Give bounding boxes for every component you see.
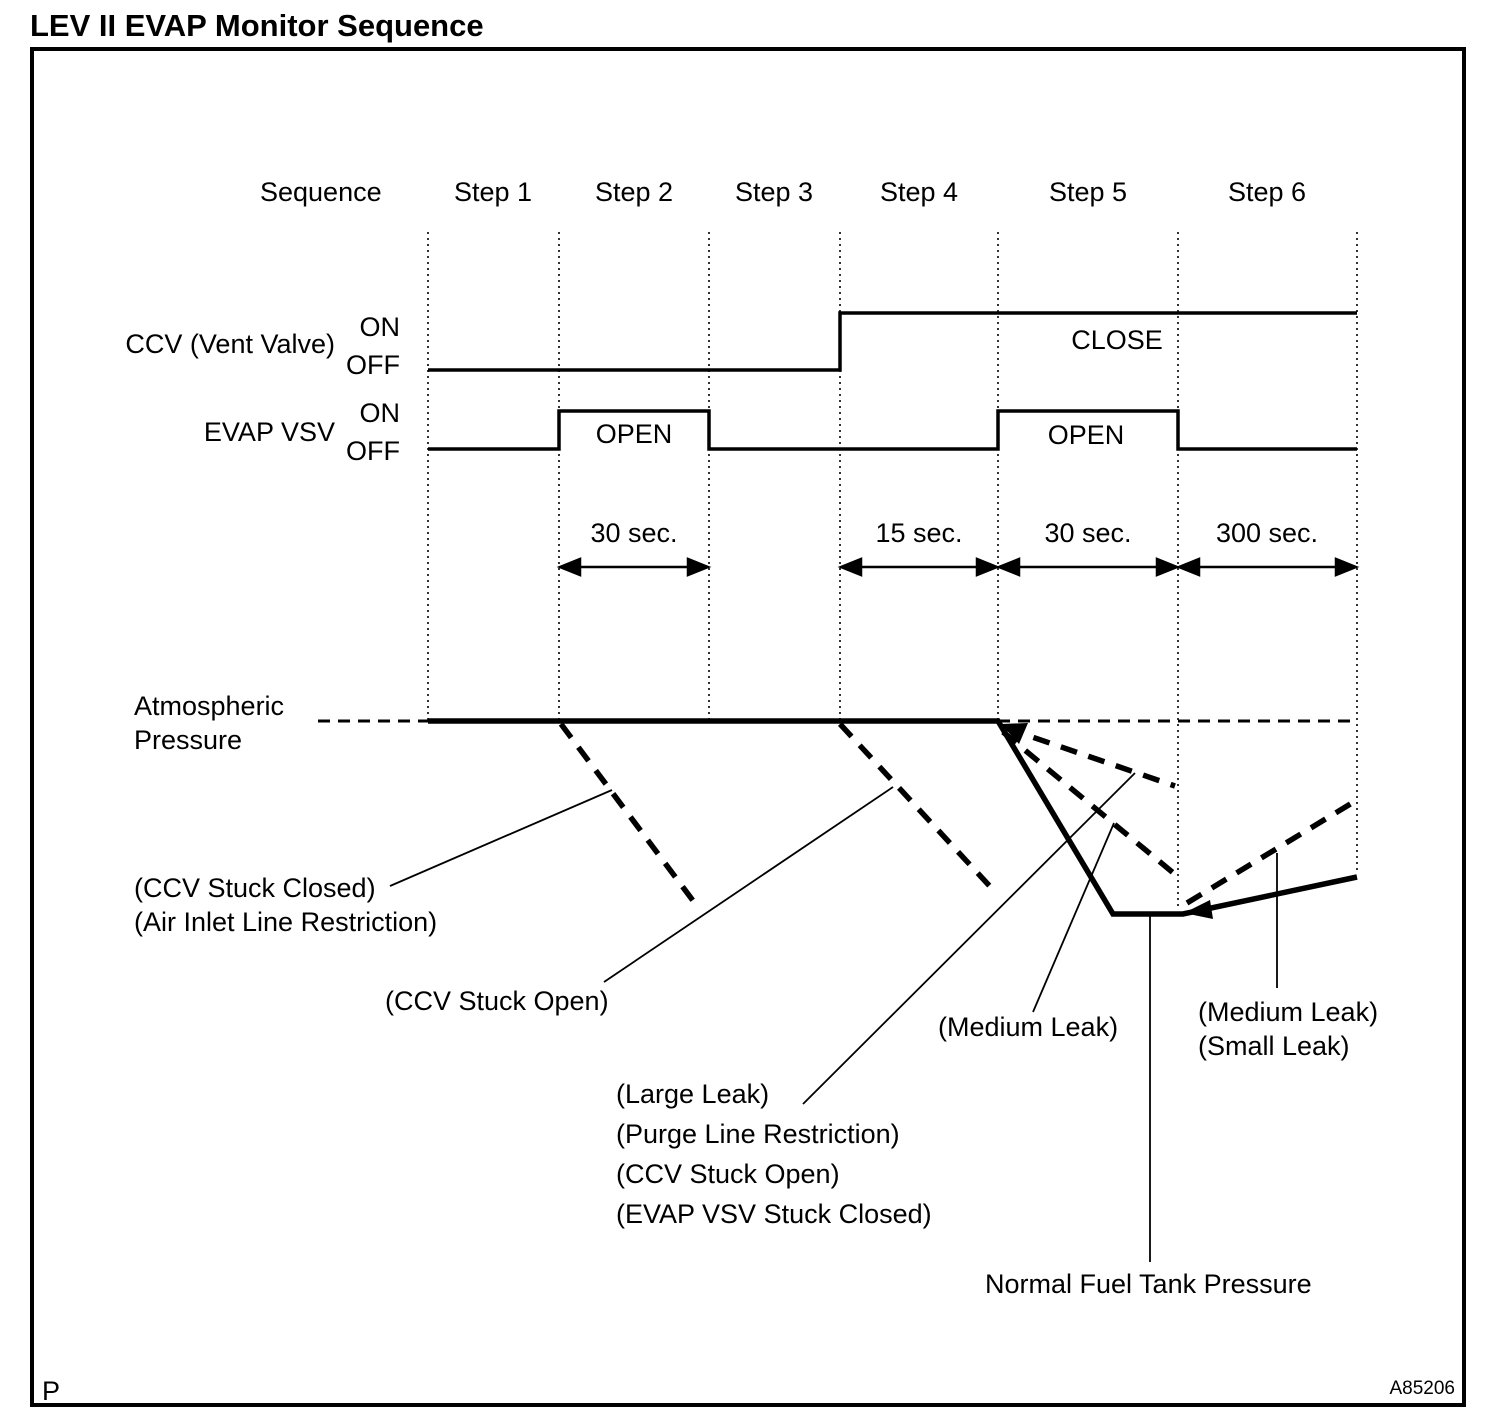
diagram-frame [30, 47, 1466, 1407]
leader-large-leak [802, 772, 1136, 1105]
page-marker: P [42, 1376, 61, 1406]
recovery-arrowhead [1184, 900, 1213, 919]
ccv-stuck-open-trace [837, 722, 1000, 896]
evap-vsv-signal-name: EVAP VSV [203, 417, 335, 447]
ccv-waveform [428, 311, 1357, 372]
callout-medium-leak: (Medium Leak) [938, 1012, 1119, 1042]
fan-origin-arrowhead [1001, 723, 1028, 744]
leader-ccv-stuck-open [603, 786, 894, 983]
sequence-header: Sequence [260, 177, 382, 207]
medium-leak-trace [1001, 729, 1179, 879]
step-header-5: Step 5 [1048, 177, 1128, 207]
evap-open-annotation-1: OPEN [595, 419, 673, 449]
evap-vsv-on-label: ON [359, 398, 401, 428]
evap-vsv-off-label: OFF [346, 436, 400, 466]
step-header-6: Step 6 [1227, 177, 1307, 207]
step-grid [427, 232, 1358, 906]
fault-traces [558, 722, 1354, 908]
normal-pressure-trace [428, 718, 1358, 917]
figure-title: LEV II EVAP Monitor Sequence [30, 8, 484, 43]
large-leak-trace [1005, 725, 1176, 789]
duration-arrows [556, 557, 1360, 577]
callout-ccv-stuck-closed: (CCV Stuck Closed) (Air Inlet Line Restr… [134, 873, 438, 937]
callout-medium-small-leak: (Medium Leak) (Small Leak) [1198, 997, 1379, 1061]
figure-code: A85206 [1389, 1378, 1455, 1399]
duration-step6: 300 sec. [1215, 518, 1319, 548]
leader-ccv-stuck-closed [389, 789, 613, 887]
ccv-close-annotation: CLOSE [1071, 325, 1163, 355]
ccv-signal-name: CCV (Vent Valve) [125, 329, 335, 359]
duration-step2: 30 sec. [590, 518, 678, 548]
step-header-2: Step 2 [594, 177, 674, 207]
duration-step4: 15 sec. [875, 518, 963, 548]
leak-recovery-trace [1185, 800, 1354, 906]
evap-vsv-waveform [428, 409, 1357, 451]
evap-open-annotation-2: OPEN [1047, 420, 1125, 450]
duration-step5: 30 sec. [1044, 518, 1132, 548]
step-header-1: Step 1 [453, 177, 533, 207]
step-header-4: Step 4 [879, 177, 959, 207]
ccv-stuck-closed-trace [558, 722, 700, 908]
ccv-on-label: ON [359, 312, 401, 342]
ccv-off-label: OFF [346, 350, 400, 380]
trace-arrowheads [1001, 723, 1213, 919]
normal-fuel-tank-pressure-label: Normal Fuel Tank Pressure [985, 1269, 1312, 1299]
callout-ccv-stuck-open: (CCV Stuck Open) [385, 986, 609, 1016]
callout-large-leak-group: (Large Leak) (Purge Line Restriction) (C… [616, 1079, 932, 1229]
step-header-3: Step 3 [734, 177, 814, 207]
atmospheric-pressure-label: Atmospheric Pressure [134, 691, 285, 755]
callout-leaders [389, 772, 1278, 1262]
leader-medium-leak [1032, 822, 1115, 1013]
